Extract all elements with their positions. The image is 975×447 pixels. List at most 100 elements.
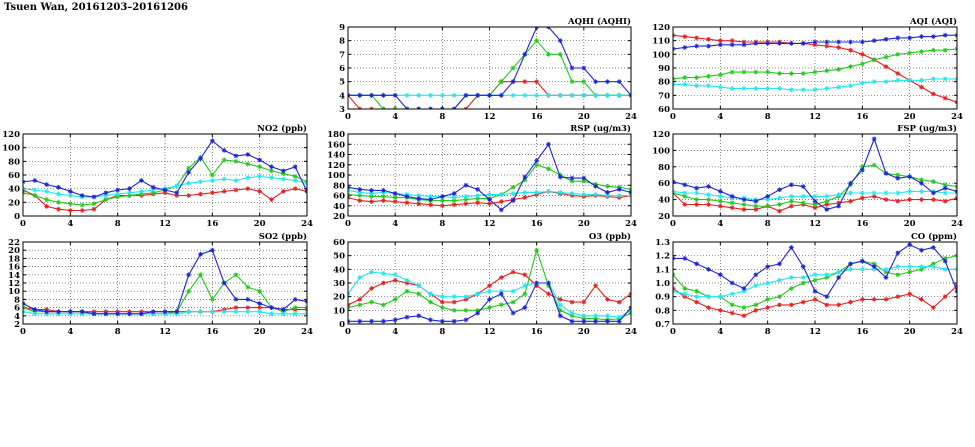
data-point bbox=[280, 171, 286, 177]
y-tick-label: 110 bbox=[652, 37, 670, 47]
x-tick-label: 24 bbox=[301, 219, 313, 229]
data-point bbox=[812, 272, 818, 278]
data-point bbox=[221, 309, 227, 315]
data-point bbox=[812, 277, 818, 283]
x-tick-label: 16 bbox=[531, 327, 543, 337]
data-point bbox=[605, 190, 610, 195]
data-point bbox=[357, 318, 363, 324]
data-point bbox=[569, 65, 575, 71]
data-point bbox=[498, 288, 504, 294]
data-point bbox=[682, 202, 688, 207]
data-point bbox=[907, 189, 913, 194]
data-point bbox=[706, 202, 711, 207]
chart-title: NO2 (ppb) bbox=[257, 123, 307, 134]
data-point bbox=[871, 193, 877, 199]
series-group bbox=[348, 141, 631, 213]
x-tick-label: 24 bbox=[951, 327, 963, 337]
data-point bbox=[280, 189, 286, 194]
data-point bbox=[919, 266, 924, 272]
data-point bbox=[198, 179, 203, 185]
y-tick-label: 10 bbox=[8, 287, 20, 297]
data-point bbox=[198, 272, 203, 278]
y-tick-label: 120 bbox=[652, 130, 670, 140]
data-point bbox=[439, 318, 445, 324]
data-point bbox=[581, 79, 587, 85]
data-point bbox=[522, 195, 528, 200]
data-point bbox=[848, 261, 853, 267]
data-point bbox=[753, 41, 759, 46]
data-point bbox=[115, 194, 121, 200]
data-point bbox=[895, 71, 901, 76]
data-point bbox=[369, 92, 374, 98]
data-point bbox=[682, 75, 688, 80]
data-point bbox=[557, 174, 563, 180]
data-point bbox=[510, 65, 516, 71]
data-point bbox=[859, 167, 865, 173]
data-point bbox=[292, 305, 298, 310]
data-point bbox=[824, 68, 830, 74]
data-point bbox=[451, 202, 457, 208]
data-point bbox=[741, 305, 747, 310]
x-tick-label: 0 bbox=[20, 327, 26, 337]
data-point bbox=[150, 309, 156, 315]
data-point bbox=[765, 280, 771, 286]
series-group bbox=[673, 136, 957, 214]
data-point bbox=[115, 311, 121, 317]
data-point bbox=[812, 297, 818, 302]
data-point bbox=[56, 191, 61, 197]
data-point bbox=[392, 297, 398, 302]
data-point bbox=[56, 206, 61, 212]
data-point bbox=[522, 291, 528, 297]
data-point bbox=[534, 92, 540, 98]
data-point bbox=[706, 192, 711, 198]
data-point bbox=[428, 317, 433, 323]
data-point bbox=[800, 264, 806, 269]
data-point bbox=[694, 261, 700, 267]
data-point bbox=[510, 198, 516, 204]
data-point bbox=[777, 277, 782, 283]
data-point bbox=[369, 194, 374, 199]
data-point bbox=[682, 256, 688, 261]
data-point bbox=[824, 302, 830, 308]
data-point bbox=[812, 87, 818, 93]
data-point bbox=[812, 193, 818, 199]
data-point bbox=[788, 182, 794, 188]
x-tick-label: 8 bbox=[765, 112, 771, 122]
data-point bbox=[380, 198, 386, 204]
data-point bbox=[269, 311, 274, 317]
y-tick-label: 1.1 bbox=[655, 265, 670, 275]
data-point bbox=[569, 92, 575, 98]
data-point bbox=[729, 38, 735, 44]
data-point bbox=[682, 45, 688, 50]
data-point bbox=[292, 164, 298, 170]
y-tick-label: 60 bbox=[658, 179, 670, 189]
data-point bbox=[859, 51, 865, 57]
data-point bbox=[428, 299, 433, 305]
data-point bbox=[706, 197, 711, 202]
data-point bbox=[753, 207, 759, 212]
data-point bbox=[56, 199, 61, 205]
data-point bbox=[605, 193, 610, 198]
data-point bbox=[257, 309, 263, 315]
data-point bbox=[765, 197, 771, 202]
data-point bbox=[800, 275, 806, 280]
data-point bbox=[221, 148, 227, 153]
data-point bbox=[557, 38, 563, 44]
data-point bbox=[895, 175, 901, 181]
data-point bbox=[895, 264, 901, 269]
data-point bbox=[428, 291, 433, 297]
data-point bbox=[824, 202, 830, 207]
data-point bbox=[788, 286, 794, 291]
data-point bbox=[257, 164, 263, 170]
data-point bbox=[380, 280, 386, 286]
data-point bbox=[788, 193, 794, 199]
chart-title: O3 (ppb) bbox=[589, 231, 631, 242]
data-point bbox=[581, 175, 587, 181]
data-point bbox=[534, 190, 540, 195]
y-tick-label: 60 bbox=[333, 192, 345, 202]
data-point bbox=[930, 47, 936, 53]
data-point bbox=[510, 191, 516, 196]
data-point bbox=[788, 302, 794, 308]
data-point bbox=[800, 71, 806, 76]
